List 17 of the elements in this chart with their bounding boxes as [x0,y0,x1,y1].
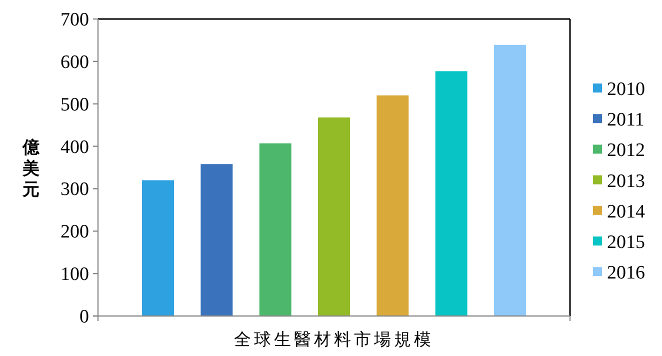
legend-label: 2014 [607,201,646,222]
legend-label: 2013 [607,170,645,192]
y-tick-label: 0 [80,306,89,328]
legend-label: 2016 [607,262,645,284]
y-tick-label: 500 [60,94,89,116]
y-tick-label: 200 [60,222,89,243]
y-axis-title: 億美元 [22,138,40,199]
legend-label: 2010 [607,79,645,100]
legend-label: 2015 [607,232,645,253]
legend-label: 2012 [607,140,645,162]
y-tick-label: 400 [60,136,89,158]
y-tick-label: 300 [60,179,89,200]
y-tick-label: 700 [60,10,89,30]
legend-label: 2011 [607,110,644,131]
y-tick-label: 600 [60,52,89,73]
x-tick-label: 全球生醫材料市場規模 [234,330,434,349]
y-tick-label: 100 [60,264,89,286]
